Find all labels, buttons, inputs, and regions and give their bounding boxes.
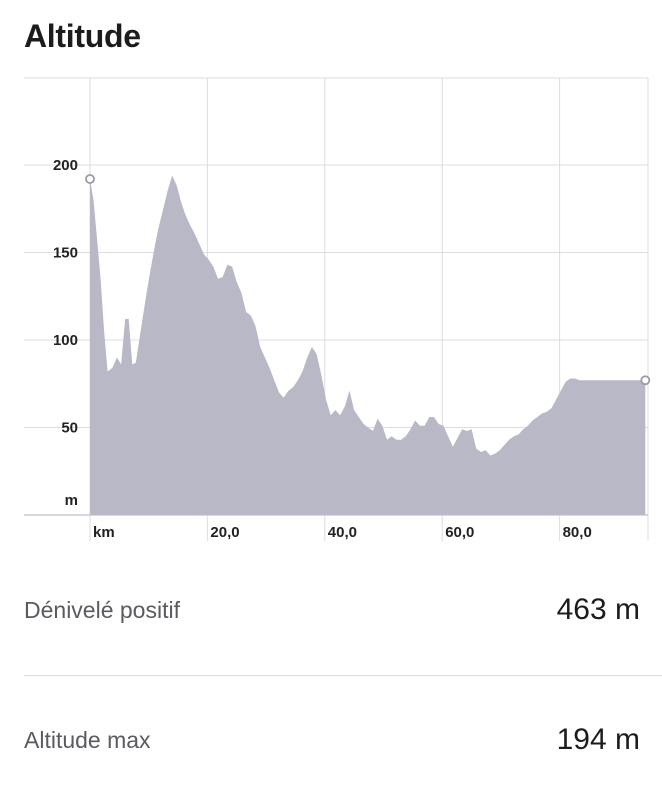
chart-ticks: m km 50 100 150 200 20,0 40,0 60,0 80,0	[53, 157, 592, 541]
stat-value: 463 m	[556, 593, 640, 626]
stat-elevation-gain: Dénivelé positif 463 m	[24, 590, 640, 630]
y-tick-label: 150	[53, 245, 78, 262]
stat-value: 194 m	[556, 723, 640, 756]
stat-altitude-max: Altitude max 194 m	[24, 720, 640, 760]
x-tick-label: 80,0	[563, 524, 592, 541]
end-point-marker	[640, 375, 651, 386]
x-axis-unit-label: km	[93, 524, 115, 541]
altitude-area	[90, 175, 646, 515]
divider	[24, 675, 662, 676]
y-tick-label: 50	[61, 420, 78, 437]
x-tick-label: 60,0	[445, 524, 474, 541]
start-point-marker	[85, 174, 95, 184]
section-title: Altitude	[24, 18, 141, 54]
stat-label: Altitude max	[24, 726, 151, 753]
y-tick-label: 100	[53, 332, 78, 349]
y-tick-label: 200	[53, 157, 78, 174]
stat-label: Dénivelé positif	[24, 596, 180, 623]
x-tick-label: 40,0	[328, 524, 357, 541]
altitude-chart: m km 50 100 150 200 20,0 40,0 60,0 80,0	[24, 77, 651, 541]
y-axis-unit-label: m	[65, 492, 78, 509]
x-tick-label: 20,0	[210, 524, 239, 541]
